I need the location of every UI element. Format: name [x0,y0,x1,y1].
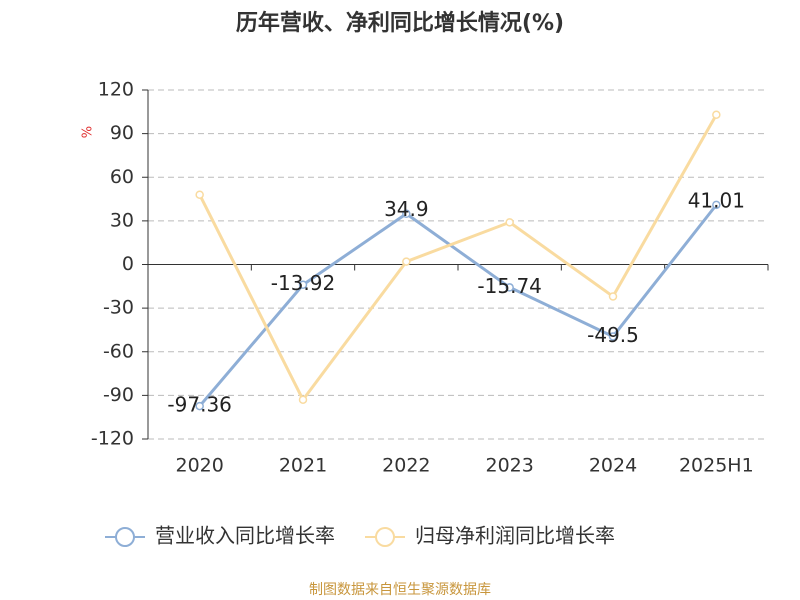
chart-title: 历年营收、净利同比增长情况(%) [236,10,564,36]
point [402,209,411,218]
legend-marker [115,527,135,547]
source-note: 制图数据来自恒生聚源数据库 [309,582,491,598]
y-tick-label: 0 [122,253,134,275]
y-tick-label: 30 [110,209,134,231]
point [195,190,204,199]
data-label: -15.74 [477,274,541,298]
data-label: 34.9 [384,197,429,221]
point [608,332,618,341]
point [298,395,308,404]
y-tick-label: 90 [110,122,134,144]
data-label: -13.92 [271,271,335,295]
x-tick-label: 2022 [382,455,430,477]
point [712,200,721,210]
x-tick-label: 2020 [175,455,223,477]
x-tick-label: 2021 [279,455,327,477]
legend-marker [375,527,395,547]
legend-label: 营业收入同比增长率 [155,524,335,548]
point [505,283,514,292]
data-label: 41.01 [688,188,745,212]
y-tick-label: -90 [103,384,134,406]
y-axis-label: % [81,126,96,138]
series-line [198,113,718,403]
data-label: -49.5 [587,323,639,347]
y-tick-label: 120 [98,79,134,101]
x-tick-label: 2025H1 [679,455,754,477]
point [402,257,411,266]
data-label: -97.36 [167,393,231,417]
point [505,218,514,227]
point [712,110,721,119]
point [195,401,204,411]
x-tick-label: 2024 [589,455,637,477]
series-line [198,203,718,408]
y-tick-label: -120 [91,428,134,450]
legend-label: 归母净利润同比增长率 [415,524,615,548]
y-tick-label: 60 [110,166,134,188]
y-tick-label: -30 [103,297,134,319]
y-tick-label: -60 [103,340,134,362]
point [298,280,308,289]
x-tick-label: 2023 [485,455,533,477]
point [608,292,618,301]
